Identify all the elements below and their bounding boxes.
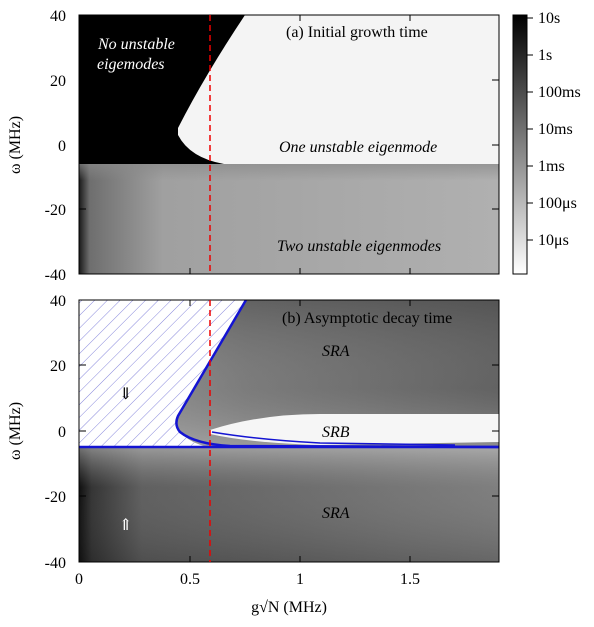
panel-b-ytick-label: 0 bbox=[58, 424, 66, 441]
panel-a-region-lower-shade bbox=[79, 164, 499, 274]
panel-b-srb-white-band bbox=[210, 414, 499, 445]
colorbar-tick-label: 100μs bbox=[538, 195, 577, 212]
panel-b-xtick-label: 0.5 bbox=[180, 571, 200, 588]
panel-b-boundary-curve bbox=[175, 300, 499, 449]
colorbar-tick-label: 10ms bbox=[538, 121, 573, 138]
panel-a-ytick-label: -40 bbox=[45, 267, 66, 284]
panel-a: (a) Initial growth time No unstable eige… bbox=[7, 8, 500, 284]
panel-a-annotation-two: Two unstable eigenmodes bbox=[277, 238, 441, 255]
panel-b: (b) Asymptotic decay time SRA SRB SRA ⇓ … bbox=[7, 293, 500, 616]
panel-a-region-white bbox=[178, 15, 499, 164]
colorbar-tick-label: 100ms bbox=[538, 84, 581, 101]
panel-b-heatmap bbox=[79, 300, 499, 562]
colorbar-gradient bbox=[512, 14, 528, 275]
panel-a-ytick-label: 20 bbox=[50, 73, 66, 90]
panel-b-srb-edge bbox=[211, 431, 456, 446]
panel-a-y-ticks bbox=[79, 14, 499, 275]
panel-b-region-lower-shade bbox=[79, 447, 499, 562]
panel-a-ytick-label: -20 bbox=[45, 202, 66, 219]
panel-a-heatmap bbox=[79, 15, 499, 274]
panel-b-annotation-srb: SRB bbox=[322, 424, 350, 441]
panel-b-xtick-label: 1 bbox=[296, 571, 304, 588]
panel-b-title: (b) Asymptotic decay time bbox=[282, 310, 452, 327]
panel-b-hatched-pattern bbox=[79, 300, 246, 447]
colorbar-tick-label: 10s bbox=[538, 10, 560, 27]
panel-b-ytick-label: -40 bbox=[45, 555, 66, 572]
panel-b-down-arrow: ⇓ bbox=[119, 386, 132, 403]
panel-b-ytick-label: 40 bbox=[50, 293, 66, 310]
panel-b-xtick-label: 1.5 bbox=[400, 571, 420, 588]
panel-a-annotation-one: One unstable eigenmode bbox=[279, 139, 437, 156]
panel-a-annotation-none-1: No unstable bbox=[97, 36, 175, 53]
colorbar-tick-label: 1ms bbox=[538, 158, 565, 175]
panel-b-annotation-sra-lower: SRA bbox=[322, 505, 350, 522]
colorbar-tick-label: 1s bbox=[538, 47, 552, 64]
panel-b-up-arrow: ⇑ bbox=[119, 517, 132, 534]
colorbar-tick-label: 10μs bbox=[538, 232, 569, 249]
colorbar-ticks bbox=[527, 17, 533, 241]
panel-b-xtick-label: 0 bbox=[75, 571, 83, 588]
panel-b-annotation-sra-upper: SRA bbox=[322, 343, 350, 360]
panel-b-ytick-label: -20 bbox=[45, 489, 66, 506]
panel-a-ylabel: ω (MHz) bbox=[7, 116, 24, 174]
panel-b-ticks bbox=[79, 299, 499, 563]
colorbar: 10s 1s 100ms 10ms 1ms 100μs 10μs bbox=[512, 10, 581, 275]
panel-b-ytick-label: 20 bbox=[50, 358, 66, 375]
panel-a-title: (a) Initial growth time bbox=[286, 24, 428, 41]
panel-b-xlabel: g√N (MHz) bbox=[251, 599, 327, 616]
panel-a-ytick-label: 0 bbox=[58, 138, 66, 155]
panel-b-ylabel: ω (MHz) bbox=[7, 402, 24, 460]
panel-a-ytick-label: 40 bbox=[50, 8, 66, 25]
panel-a-annotation-none-2: eigemodes bbox=[97, 56, 165, 73]
